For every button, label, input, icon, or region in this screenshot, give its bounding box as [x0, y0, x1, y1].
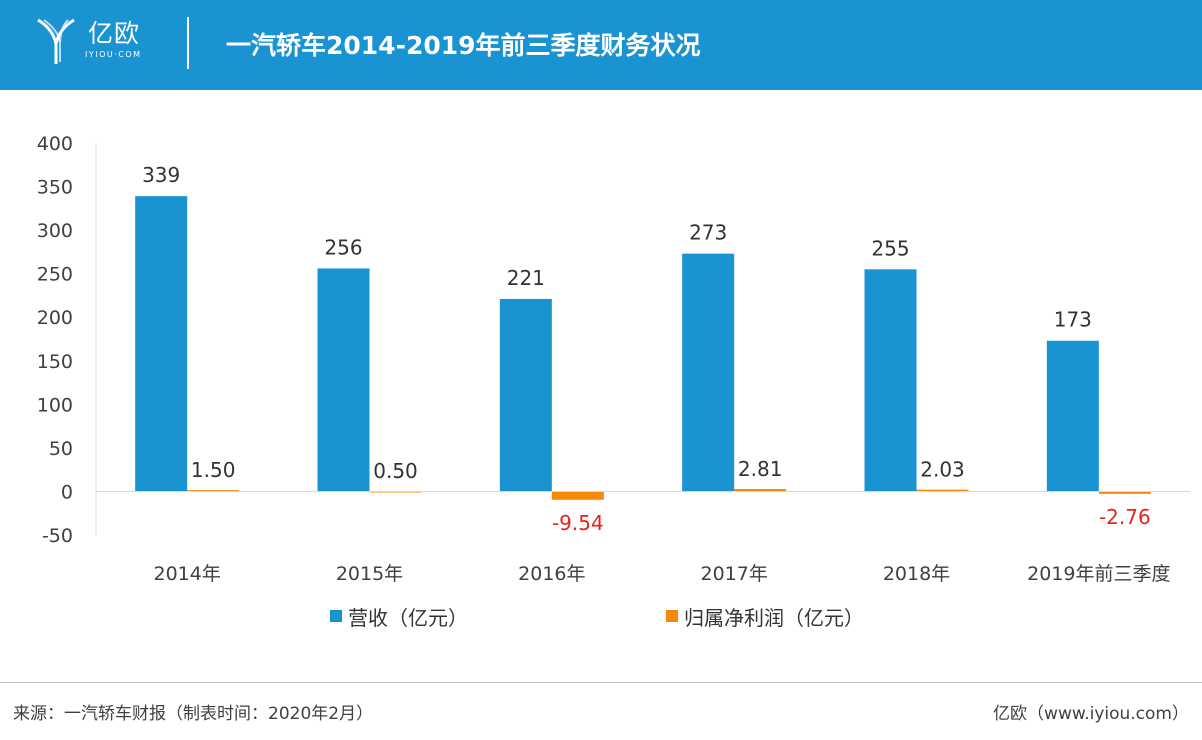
legend-label-profit: 归属净利润（亿元）: [684, 605, 864, 630]
revenue-data-label: 273: [689, 221, 727, 245]
revenue-bar: [135, 196, 188, 492]
source-note: 来源：一汽轿车财报（制表时间：2020年2月）: [13, 704, 374, 724]
logo-subtext: IYIOU·COM: [85, 50, 142, 59]
profit-bar: [916, 489, 969, 492]
y-tick-label: 350: [37, 177, 73, 199]
revenue-bar: [682, 253, 735, 492]
header-bar: 亿欧 IYIOU·COM 一汽轿车2014-2019年前三季度财务状况: [0, 0, 1202, 90]
x-tick-label: 2017年: [700, 563, 767, 585]
revenue-bar: [499, 298, 552, 492]
profit-bar: [551, 491, 604, 500]
y-tick-label: 400: [37, 133, 73, 155]
x-tick-label: 2014年: [153, 563, 220, 585]
y-tick-label: -50: [42, 525, 73, 547]
y-tick-label: 50: [49, 438, 73, 460]
x-tick-label: 2016年: [518, 563, 585, 585]
legend-swatch-revenue: [330, 610, 342, 622]
revenue-data-label: 173: [1054, 308, 1092, 332]
legend-item-profit: 归属净利润（亿元）: [666, 601, 864, 631]
profit-data-label: -9.54: [552, 511, 604, 535]
header-divider: [187, 17, 189, 69]
revenue-data-label: 255: [871, 236, 909, 260]
profit-data-label: 2.03: [920, 458, 965, 482]
legend-item-revenue: 营收（亿元）: [330, 601, 468, 631]
legend-swatch-profit: [666, 610, 678, 622]
revenue-data-label: 256: [324, 235, 362, 259]
revenue-data-label: 221: [507, 266, 545, 290]
brand-note: 亿欧（www.iyiou.com）: [993, 704, 1189, 724]
y-tick-label: 0: [61, 481, 73, 503]
x-tick-label: 2019年前三季度: [1027, 563, 1170, 585]
y-tick-label: 250: [37, 264, 73, 286]
revenue-bar: [1046, 340, 1099, 492]
x-tick-label: 2018年: [883, 563, 950, 585]
legend-label-revenue: 营收（亿元）: [348, 605, 468, 630]
footer-divider: [0, 682, 1202, 683]
yiou-logo-icon: [37, 18, 75, 64]
revenue-bar: [317, 268, 370, 492]
page-title: 一汽轿车2014-2019年前三季度财务状况: [226, 31, 701, 60]
profit-bar: [734, 488, 787, 492]
y-tick-label: 150: [37, 351, 73, 373]
profit-data-label: 0.50: [373, 459, 418, 483]
y-tick-label: 100: [37, 394, 73, 416]
bar-chart: 400 350 300 250 200 150 100 50 0 -50 339 1.50 2014年 2…: [37, 133, 1190, 585]
y-tick-label: 300: [37, 220, 73, 242]
y-tick-label: 200: [37, 307, 73, 329]
profit-bar: [187, 490, 240, 492]
profit-data-label: 2.81: [738, 457, 783, 481]
x-tick-label: 2015年: [336, 563, 403, 585]
revenue-bar: [864, 269, 917, 492]
profit-data-label: 1.50: [191, 458, 236, 482]
revenue-data-label: 339: [142, 163, 180, 187]
profit-bar: [1098, 491, 1151, 494]
profit-data-label: -2.76: [1099, 505, 1151, 529]
logo-text: 亿欧: [88, 19, 141, 48]
